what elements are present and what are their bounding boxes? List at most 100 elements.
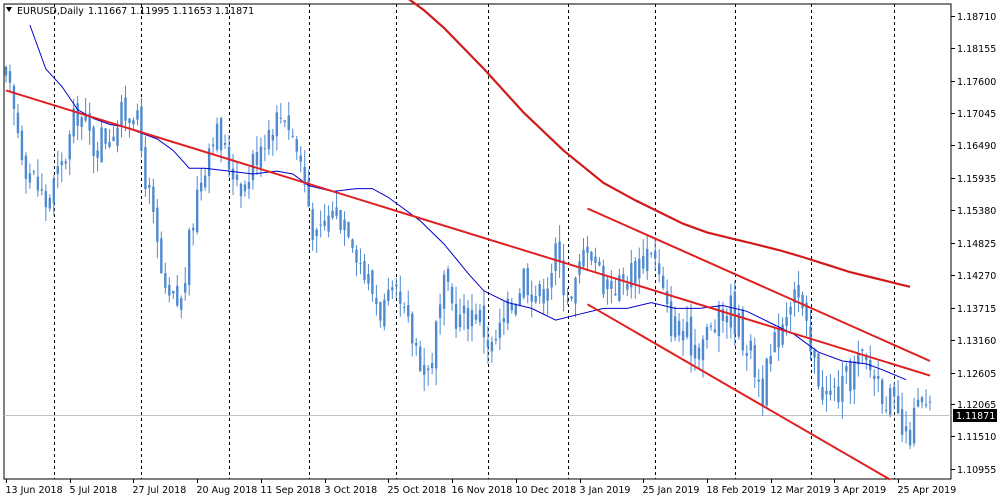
candle-body	[92, 127, 95, 157]
candle	[430, 352, 434, 375]
candle	[152, 178, 155, 224]
time-tick-label: 16 Nov 2018	[452, 485, 513, 496]
candle-body	[231, 168, 235, 180]
candle	[176, 275, 179, 308]
candle	[315, 227, 318, 253]
candlesticks	[4, 64, 932, 450]
candle-body	[646, 248, 649, 272]
candle-body	[542, 289, 545, 304]
candle-body	[622, 274, 625, 280]
candle-body	[673, 316, 677, 338]
candle	[697, 343, 701, 370]
candle	[263, 134, 267, 162]
trendline[interactable]	[5, 89, 931, 377]
candle	[753, 337, 756, 388]
candle-body	[211, 144, 215, 147]
candle-body	[96, 150, 99, 158]
candle	[363, 253, 366, 284]
candle-body	[144, 146, 147, 190]
candle-body	[387, 289, 390, 301]
candle-body	[255, 152, 259, 166]
candle-body	[642, 256, 645, 269]
candle-body	[343, 219, 346, 231]
candle	[343, 211, 346, 246]
candle	[849, 358, 852, 404]
price-tick-label: 1.12605	[957, 369, 996, 380]
candle	[462, 294, 466, 331]
candle-body	[267, 130, 271, 150]
candle	[518, 288, 521, 307]
candle-body	[124, 97, 127, 121]
candle	[295, 135, 298, 160]
candle	[582, 237, 585, 269]
candle-body	[347, 222, 350, 237]
candle	[900, 392, 904, 443]
candle-body	[594, 256, 597, 263]
grid-lines	[54, 4, 895, 479]
candle	[912, 397, 916, 447]
candle-body	[426, 368, 430, 371]
candle-body	[478, 309, 482, 323]
candle-body	[48, 197, 52, 209]
price-axis[interactable]: 1.18710 1.18155 1.17600 1.17045 1.16490 1.159…	[951, 12, 997, 476]
candle-body	[534, 296, 537, 303]
candle-body	[223, 143, 227, 145]
candle-body	[184, 283, 187, 293]
candle	[120, 94, 123, 138]
candle-body	[419, 346, 422, 372]
price-tick-label: 1.13160	[957, 336, 996, 347]
candle-body	[295, 139, 298, 152]
trendline[interactable]	[587, 207, 931, 362]
candle	[550, 263, 553, 300]
candle	[498, 308, 502, 351]
candle-body	[518, 293, 521, 306]
candle-body	[434, 321, 438, 369]
candle-body	[60, 161, 63, 166]
time-tick-label: 3 Jan 2019	[580, 485, 631, 496]
candle	[235, 161, 239, 187]
time-axis[interactable]: 13 Jun 2018 5 Jul 2018 27 Jul 2018 20 Aug 2…	[6, 479, 957, 496]
candle-body	[363, 261, 366, 281]
candle-body	[498, 322, 502, 338]
time-tick-label: 5 Jul 2018	[70, 485, 118, 496]
candle-body	[661, 275, 665, 289]
candle-body	[598, 261, 601, 266]
candle-body	[538, 284, 541, 297]
candle	[546, 277, 549, 316]
candle-body	[781, 324, 784, 345]
candle-body	[888, 388, 892, 415]
candle	[614, 277, 617, 296]
candle	[454, 286, 458, 338]
candle-body	[896, 395, 900, 414]
candle	[861, 348, 864, 364]
candle	[415, 337, 418, 356]
candle	[602, 259, 605, 299]
candle-body	[582, 249, 585, 267]
candle	[191, 223, 195, 246]
candle	[339, 209, 342, 234]
candle-body	[837, 386, 840, 403]
candle-body	[176, 285, 179, 306]
collapse-triangle-icon[interactable]	[6, 7, 12, 12]
candle	[877, 361, 880, 392]
candle	[303, 150, 306, 193]
candle	[367, 264, 370, 291]
candle	[144, 136, 147, 197]
candle-body	[120, 101, 123, 126]
candle	[56, 150, 59, 189]
candle-body	[271, 134, 275, 141]
candle-body	[618, 275, 621, 301]
candle	[769, 344, 772, 372]
candle-body	[614, 293, 617, 296]
candle-body	[526, 268, 529, 296]
candle	[646, 234, 649, 281]
price-tick-label: 1.16490	[957, 141, 996, 152]
candle	[677, 313, 681, 342]
trendline[interactable]	[586, 303, 891, 481]
candle	[873, 369, 876, 397]
candle-body	[195, 189, 199, 233]
candle-body	[865, 354, 868, 361]
candle-body	[44, 191, 48, 208]
candle	[215, 117, 219, 153]
candle	[777, 313, 780, 362]
